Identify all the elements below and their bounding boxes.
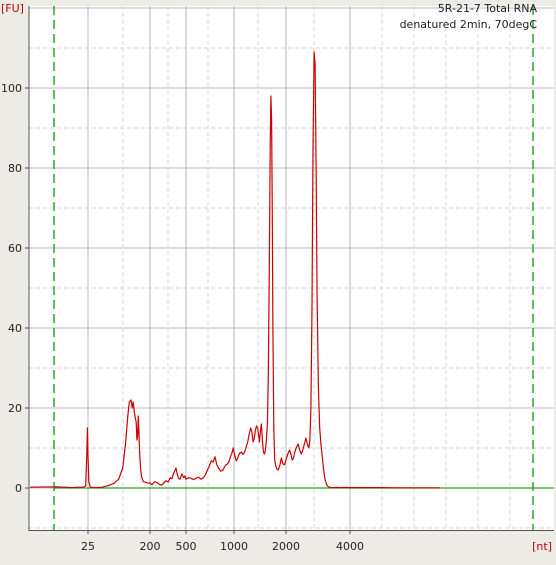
x-axis-unit: [nt] (532, 540, 552, 553)
chart-subtitle: denatured 2min, 70degC (400, 18, 538, 31)
y-tick-label: 40 (8, 322, 22, 335)
chart-title: 5R-21-7 Total RNA (438, 2, 538, 15)
axes (28, 6, 554, 531)
y-tick-label: 100 (1, 82, 22, 95)
axis-labels: 0 20 40 60 80 100 25 200 500 1000 2000 4000 (1, 82, 364, 553)
y-tick-label: 0 (15, 482, 22, 495)
series-layer (29, 51, 440, 489)
x-tick-label: 1000 (220, 540, 248, 553)
x-tick-label: 500 (176, 540, 197, 553)
marker-lines (53, 6, 554, 530)
y-tick-label: 80 (8, 162, 22, 175)
y-axis-unit: [FU] (1, 2, 24, 15)
x-tick-label: 25 (81, 540, 95, 553)
grid (29, 6, 554, 530)
x-tick-label: 2000 (272, 540, 300, 553)
y-tick-label: 60 (8, 242, 22, 255)
x-tick-label: 4000 (336, 540, 364, 553)
series-line-0 (29, 51, 440, 489)
plot-area (29, 6, 554, 530)
y-tick-label: 20 (8, 402, 22, 415)
x-tick-label: 200 (140, 540, 161, 553)
